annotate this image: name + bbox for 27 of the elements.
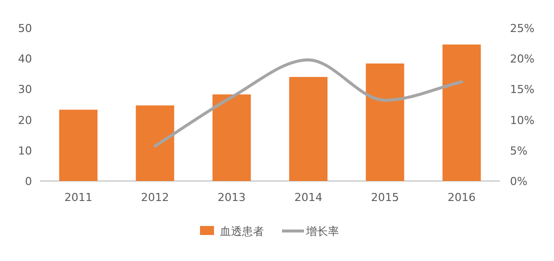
y-tick-label: 40 [18, 52, 32, 66]
y2-tick-label: 10% [510, 114, 534, 127]
bar [366, 63, 404, 181]
y-tick-label: 20 [18, 114, 32, 127]
bar [136, 105, 174, 181]
y-tick-label: 30 [18, 83, 32, 96]
x-tick-label: 2016 [448, 191, 476, 204]
legend-label: 血透患者 [220, 225, 264, 238]
y-tick-label: 50 [18, 22, 32, 35]
y2-tick-label: 0% [510, 175, 528, 188]
x-tick-label: 2015 [371, 191, 399, 204]
y2-tick-label: 15% [510, 83, 534, 96]
legend-label: 增长率 [305, 225, 339, 238]
bar [212, 94, 251, 181]
bar [442, 44, 481, 181]
y2-tick-label: 25% [510, 22, 534, 35]
bar [289, 76, 328, 181]
x-tick-label: 2012 [141, 191, 169, 204]
x-tick-label: 2014 [294, 191, 322, 204]
y-tick-label: 10 [18, 144, 32, 158]
bar [59, 110, 98, 181]
x-tick-label: 2013 [218, 191, 246, 204]
y2-tick-label: 5% [510, 144, 528, 158]
y-tick-label: 0 [25, 175, 32, 188]
y2-tick-label: 20% [510, 52, 534, 66]
x-tick-label: 2011 [64, 191, 92, 204]
line-series [154, 58, 464, 148]
